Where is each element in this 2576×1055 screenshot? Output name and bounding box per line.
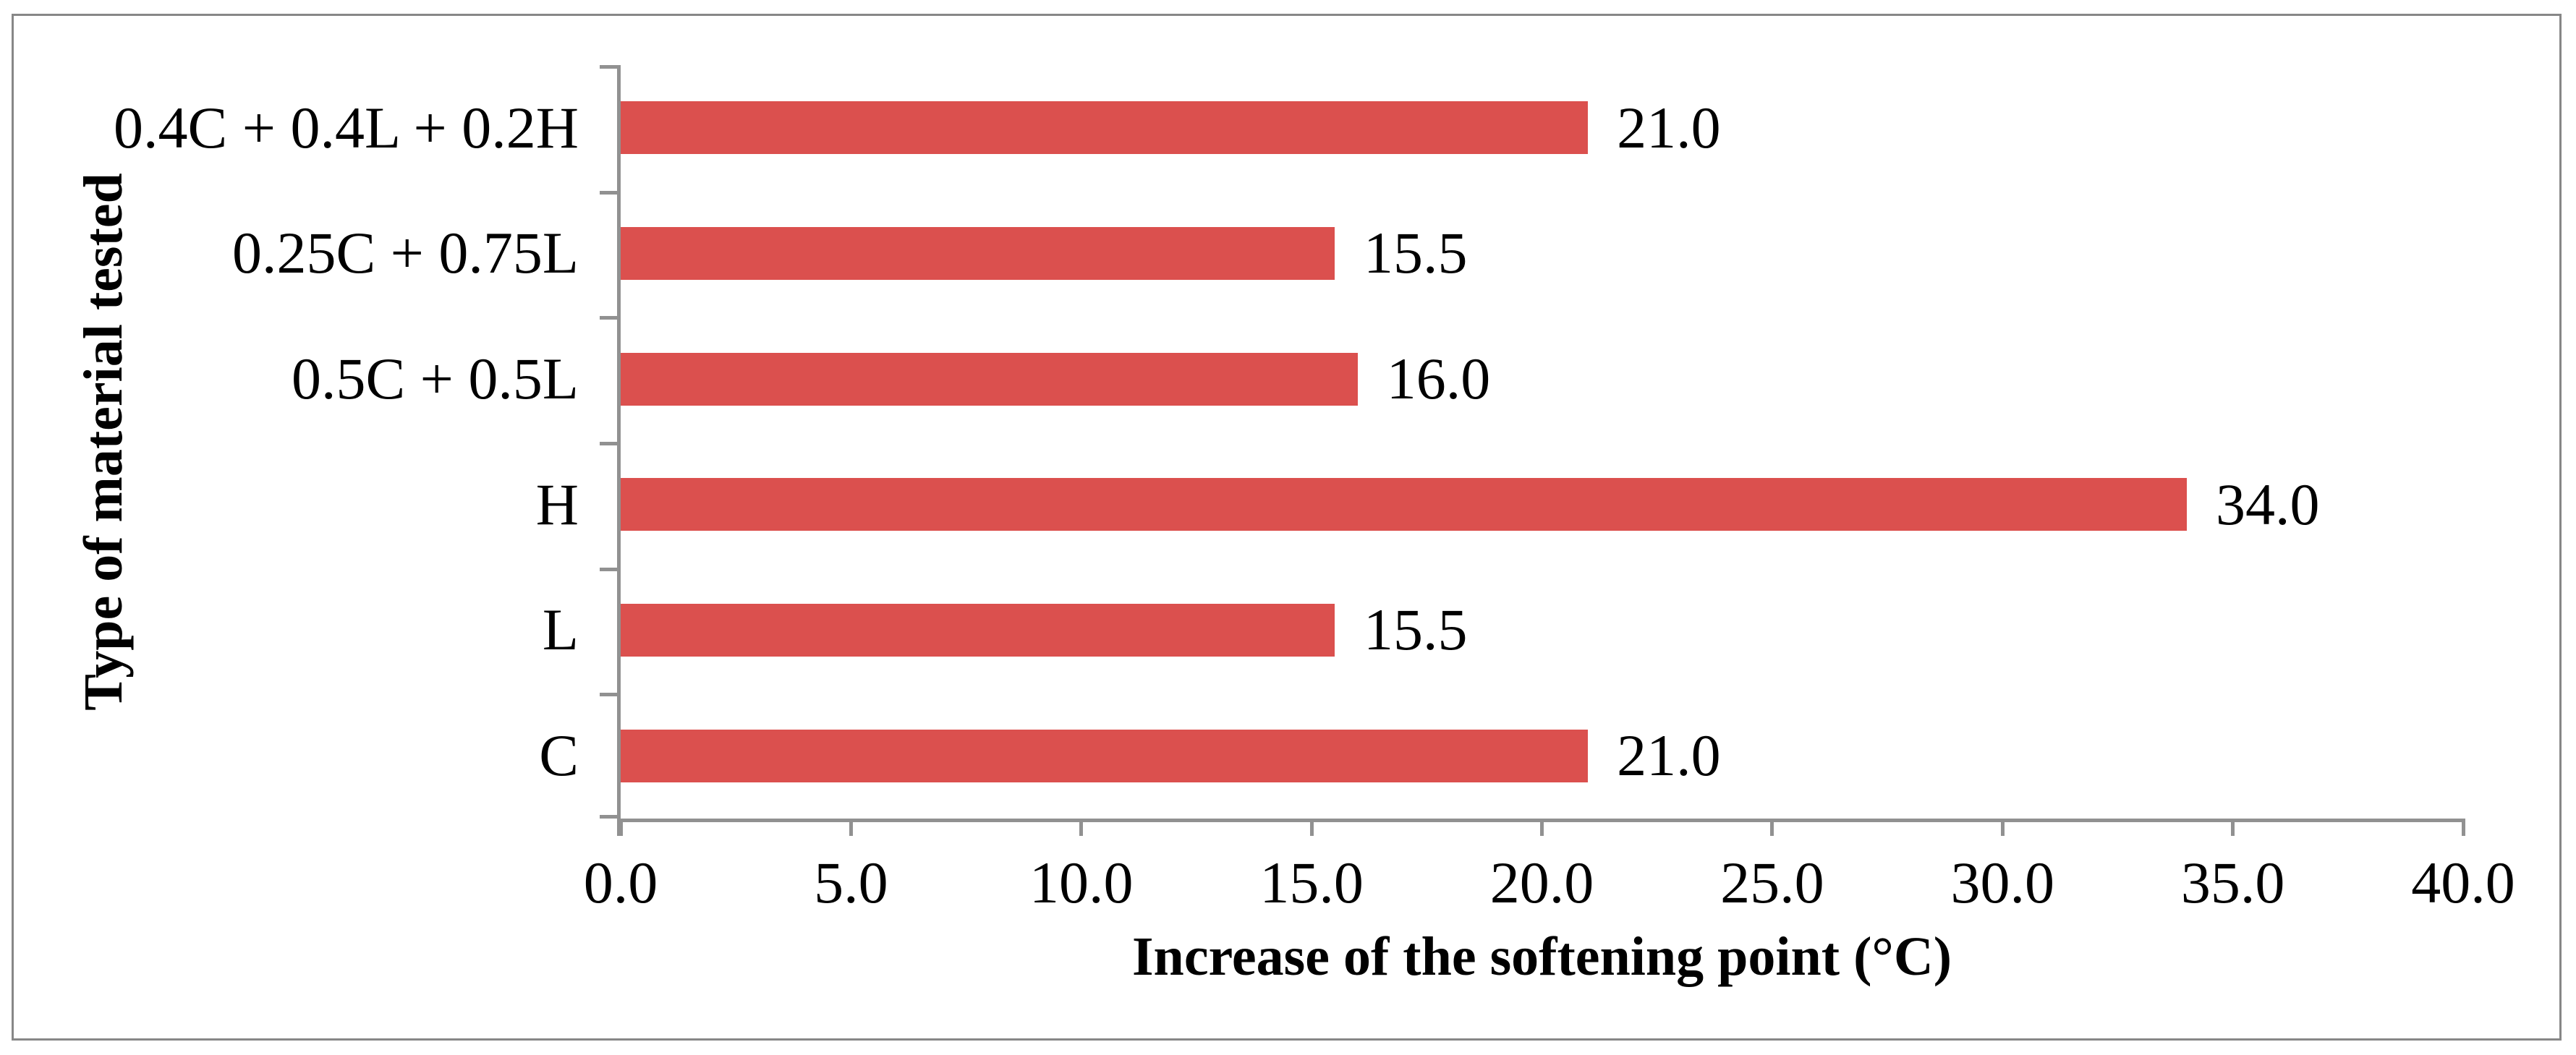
x-axis-tick <box>1540 819 1544 836</box>
bar <box>621 101 1589 155</box>
category-label: L <box>542 597 579 663</box>
x-axis-tick-label: 40.0 <box>2411 850 2515 915</box>
plot-area: 0.4C + 0.4L + 0.2H 21.0 0.25C + 0.75L 15.5 0… <box>114 65 2515 913</box>
x-axis-tick-label: 5.0 <box>814 850 888 915</box>
x-axis-tick-label: 0.0 <box>583 850 658 915</box>
y-axis-tick <box>600 815 617 819</box>
x-axis-title: Increase of the softening point (°C) <box>1131 926 1952 987</box>
x-axis-tick <box>2000 819 2005 836</box>
category-label: H <box>535 471 579 537</box>
x-axis-tick <box>619 819 623 836</box>
bar-value-label: 21.0 <box>1617 94 1721 161</box>
x-axis-tick-label: 30.0 <box>1950 850 2055 915</box>
x-axis-tick <box>2461 819 2465 836</box>
bar <box>621 729 1589 782</box>
x-axis-tick <box>1309 819 1314 836</box>
x-axis-tick <box>1770 819 1774 836</box>
x-axis-tick <box>849 819 853 836</box>
x-axis-tick-label: 20.0 <box>1489 850 1594 915</box>
y-axis-tick <box>600 65 617 69</box>
bar-row: L 15.5 <box>543 568 2463 693</box>
x-axis-tick <box>1079 819 1084 836</box>
category-label: 0.5C + 0.5L <box>291 346 579 412</box>
bar-row: 0.25C + 0.75L 15.5 <box>232 191 2463 317</box>
category-label: 0.4C + 0.4L + 0.2H <box>114 94 579 161</box>
bar-value-label: 15.5 <box>1363 220 1468 286</box>
x-axis-tick <box>2231 819 2235 836</box>
category-label: C <box>539 722 579 789</box>
bar-row: 0.5C + 0.5L 16.0 <box>292 316 2463 442</box>
y-axis-tick <box>600 190 617 195</box>
x-axis-tick-label: 15.0 <box>1259 850 1364 915</box>
y-axis-tick <box>600 442 617 445</box>
y-axis-tick <box>600 693 617 697</box>
x-axis-tick-label: 35.0 <box>2180 850 2285 915</box>
x-axis-tick-label: 10.0 <box>1029 850 1134 915</box>
bar-value-label: 34.0 <box>2215 471 2320 537</box>
bar <box>621 352 1358 406</box>
bar <box>621 603 1335 657</box>
bar-row: 0.4C + 0.4L + 0.2H 21.0 <box>114 65 2463 191</box>
bar-value-label: 21.0 <box>1617 722 1721 789</box>
bar <box>621 226 1335 280</box>
y-axis-tick <box>600 567 617 571</box>
y-axis-line <box>617 65 621 836</box>
bar-row: H 34.0 <box>536 442 2463 568</box>
bar <box>621 478 2187 531</box>
bar-row: C 21.0 <box>539 693 2463 819</box>
category-label: 0.25C + 0.75L <box>231 220 579 286</box>
bar-value-label: 16.0 <box>1386 346 1491 412</box>
x-axis-tick-label: 25.0 <box>1720 850 1824 915</box>
y-axis-tick <box>600 316 617 320</box>
bar-value-label: 15.5 <box>1363 597 1468 663</box>
